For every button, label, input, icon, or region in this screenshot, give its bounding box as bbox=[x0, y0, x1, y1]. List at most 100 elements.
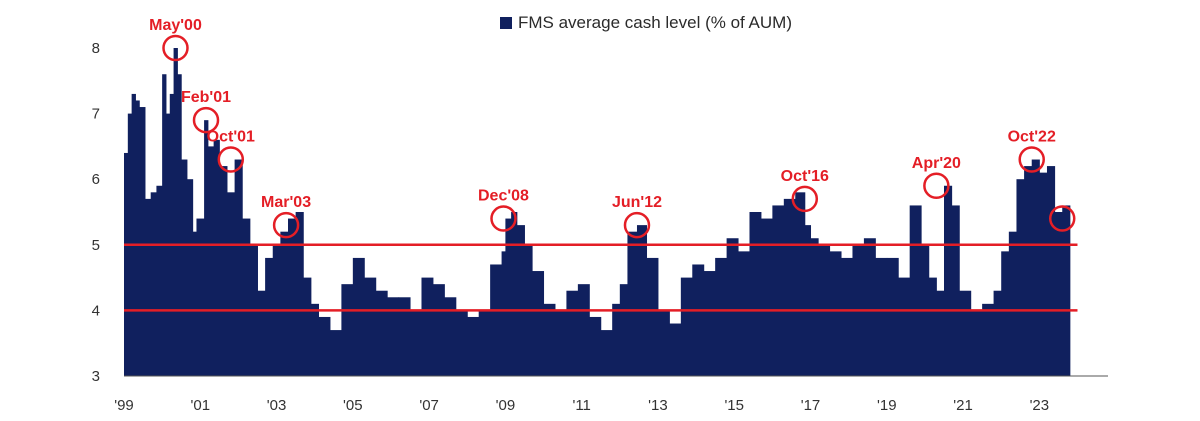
x-tick-label: '03 bbox=[267, 397, 287, 414]
data-bar bbox=[467, 316, 480, 376]
data-bar bbox=[928, 277, 937, 376]
data-bar bbox=[772, 205, 785, 376]
data-bar bbox=[738, 251, 750, 376]
data-bar bbox=[226, 192, 236, 376]
annotation-circle bbox=[791, 185, 819, 213]
data-bar bbox=[173, 48, 178, 376]
data-bar bbox=[186, 179, 194, 376]
data-bar bbox=[265, 257, 274, 376]
data-bar bbox=[444, 297, 457, 376]
data-bar bbox=[692, 264, 705, 376]
y-tick-label: 7 bbox=[92, 106, 100, 123]
data-bar bbox=[242, 218, 251, 376]
data-bar bbox=[490, 264, 503, 376]
annotation-circle bbox=[1018, 146, 1045, 173]
data-bar bbox=[1039, 172, 1048, 376]
y-tick-label: 3 bbox=[92, 368, 100, 385]
data-bar bbox=[1016, 179, 1025, 376]
data-bar bbox=[421, 277, 434, 376]
data-bar bbox=[959, 290, 972, 376]
data-bar bbox=[726, 238, 739, 376]
data-bar bbox=[131, 93, 136, 377]
annotation-circle bbox=[490, 205, 517, 232]
x-tick-label: '99 bbox=[114, 397, 134, 414]
data-bar bbox=[970, 310, 983, 376]
annotation-circle bbox=[162, 34, 189, 62]
legend-label: FMS average cash level (% of AUM) bbox=[518, 13, 792, 32]
data-bar bbox=[783, 198, 796, 376]
annotation-label: Dec'08 bbox=[478, 188, 529, 205]
x-tick-label: '21 bbox=[953, 397, 973, 414]
data-bar bbox=[680, 277, 693, 376]
data-bar bbox=[898, 277, 911, 376]
legend-swatch bbox=[500, 17, 512, 29]
data-bar bbox=[410, 310, 422, 376]
y-tick-label: 5 bbox=[92, 237, 100, 254]
data-bar bbox=[303, 277, 312, 376]
data-bar bbox=[455, 310, 468, 376]
x-axis-ticks: '99 '01 '03 '05 '07 '09 '11 '13 '15 '17 '19 '21 '23 bbox=[114, 397, 1049, 414]
y-tick-label: 8 bbox=[92, 40, 100, 57]
data-bar bbox=[511, 212, 518, 376]
y-tick-label: 4 bbox=[92, 302, 100, 319]
data-bar bbox=[288, 218, 297, 376]
data-bar bbox=[234, 159, 243, 376]
data-bar bbox=[375, 290, 388, 376]
data-bar bbox=[192, 231, 197, 376]
data-bar bbox=[936, 290, 945, 376]
data-bar bbox=[566, 290, 579, 376]
data-bar bbox=[1054, 212, 1063, 376]
bar-series bbox=[124, 48, 1071, 377]
annotation-circle bbox=[217, 146, 245, 173]
y-tick-label: 6 bbox=[92, 171, 100, 188]
data-bar bbox=[257, 290, 266, 376]
data-bar bbox=[795, 192, 806, 376]
data-bar bbox=[181, 159, 188, 376]
data-bar bbox=[554, 310, 567, 376]
data-bar bbox=[993, 290, 1002, 376]
data-bar bbox=[909, 205, 922, 376]
reference-lines bbox=[124, 243, 1078, 312]
data-bar bbox=[169, 93, 175, 377]
annotation-label: May'00 bbox=[149, 17, 202, 34]
annotation-circle bbox=[1048, 205, 1076, 232]
x-tick-label: '05 bbox=[343, 397, 363, 414]
data-bar bbox=[432, 284, 445, 376]
data-bar bbox=[657, 310, 670, 376]
x-tick-label: '23 bbox=[1030, 397, 1050, 414]
data-bar bbox=[863, 238, 876, 376]
data-bar bbox=[749, 212, 762, 376]
data-bar bbox=[478, 310, 491, 376]
x-tick-label: '09 bbox=[496, 397, 516, 414]
data-bar bbox=[204, 120, 209, 376]
data-bar bbox=[1008, 231, 1017, 376]
data-bar bbox=[505, 218, 512, 376]
annotation-circle bbox=[623, 211, 651, 239]
annotation-label: Apr'20 bbox=[912, 155, 961, 172]
data-bar bbox=[627, 231, 638, 376]
data-bar bbox=[636, 225, 648, 376]
annotation-label: Oct'16 bbox=[781, 168, 829, 185]
data-bar bbox=[600, 330, 613, 376]
x-tick-label: '19 bbox=[877, 397, 897, 414]
data-bar bbox=[352, 257, 365, 376]
data-bar bbox=[589, 316, 602, 376]
data-bar bbox=[516, 225, 525, 376]
annotation-label: Oct'22 bbox=[1008, 129, 1056, 146]
x-tick-label: '17 bbox=[801, 397, 821, 414]
data-bar bbox=[329, 330, 342, 376]
data-bar bbox=[841, 257, 853, 376]
data-bar bbox=[669, 323, 682, 376]
data-bar bbox=[280, 231, 289, 376]
data-bar bbox=[1001, 251, 1010, 376]
data-bar bbox=[177, 74, 182, 377]
chart-legend: FMS average cash level (% of AUM) bbox=[500, 13, 792, 33]
data-bar bbox=[886, 257, 899, 376]
annotation-circle bbox=[272, 211, 300, 239]
data-bar bbox=[543, 303, 556, 376]
data-bar bbox=[196, 218, 205, 376]
data-bar bbox=[219, 166, 228, 376]
data-bar bbox=[318, 316, 331, 376]
annotation-label: Mar'03 bbox=[261, 194, 311, 211]
